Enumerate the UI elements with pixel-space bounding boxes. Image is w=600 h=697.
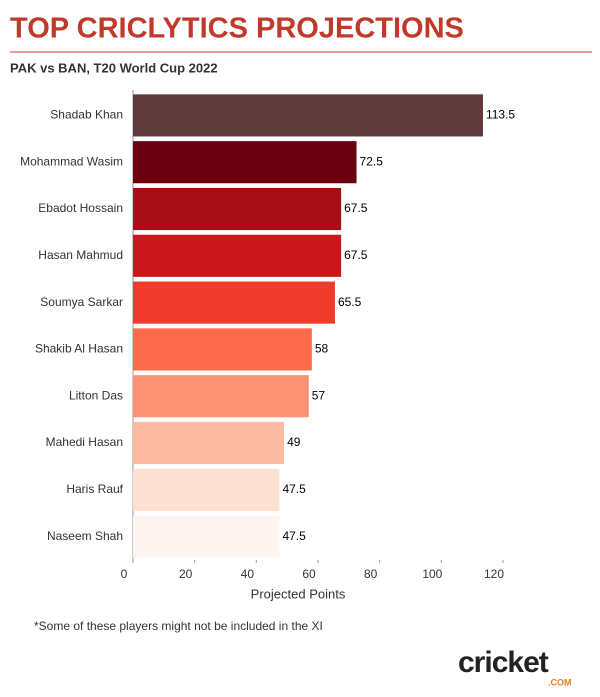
logo-text: cricket (458, 646, 549, 679)
value-label: 49 (287, 435, 301, 449)
y-tick-label: Soumya Sarkar (40, 295, 123, 309)
bar (133, 515, 280, 558)
y-tick-label: Shadab Khan (50, 108, 123, 122)
chart-title: TOP CRICLYTICS PROJECTIONS (10, 13, 464, 45)
x-tick-label: 80 (364, 567, 378, 581)
y-tick-label: Litton Das (69, 388, 123, 402)
value-label: 113.5 (486, 108, 515, 122)
bar (133, 234, 342, 277)
bar (133, 141, 357, 184)
logo-suffix: .COM (548, 677, 572, 687)
value-label: 72.5 (360, 154, 384, 168)
y-tick-label: Naseem Shah (47, 529, 123, 543)
x-tick-label: 100 (422, 567, 442, 581)
bar (133, 94, 483, 137)
x-tick-label: 20 (179, 567, 193, 581)
y-tick-label: Ebadot Hossain (38, 201, 123, 215)
bar (133, 281, 335, 324)
bar (133, 375, 309, 418)
value-label: 58 (315, 342, 329, 356)
y-tick-label: Mahedi Hasan (46, 435, 123, 449)
bar (133, 421, 285, 465)
footnote: *Some of these players might not be incl… (34, 619, 323, 633)
value-label: 47.5 (282, 529, 306, 543)
value-label: 57 (312, 388, 326, 402)
value-label: 67.5 (344, 248, 368, 262)
bar (133, 187, 342, 231)
chart-subtitle: PAK vs BAN, T20 World Cup 2022 (10, 60, 218, 75)
bar (133, 328, 312, 371)
x-tick-label: 40 (241, 567, 255, 581)
y-tick-label: Hasan Mahmud (38, 248, 123, 262)
bar (133, 468, 280, 511)
value-label: 67.5 (344, 201, 368, 215)
y-tick-label: Haris Rauf (66, 482, 123, 496)
x-tick-label: 120 (484, 567, 504, 581)
value-label: 65.5 (338, 295, 362, 309)
value-label: 47.5 (282, 482, 306, 496)
x-tick-label: 60 (302, 567, 316, 581)
y-tick-label: Mohammad Wasim (20, 154, 123, 168)
y-tick-label: Shakib Al Hasan (35, 342, 123, 356)
x-tick-label: 0 (121, 567, 128, 581)
x-axis-label: Projected Points (251, 586, 346, 601)
